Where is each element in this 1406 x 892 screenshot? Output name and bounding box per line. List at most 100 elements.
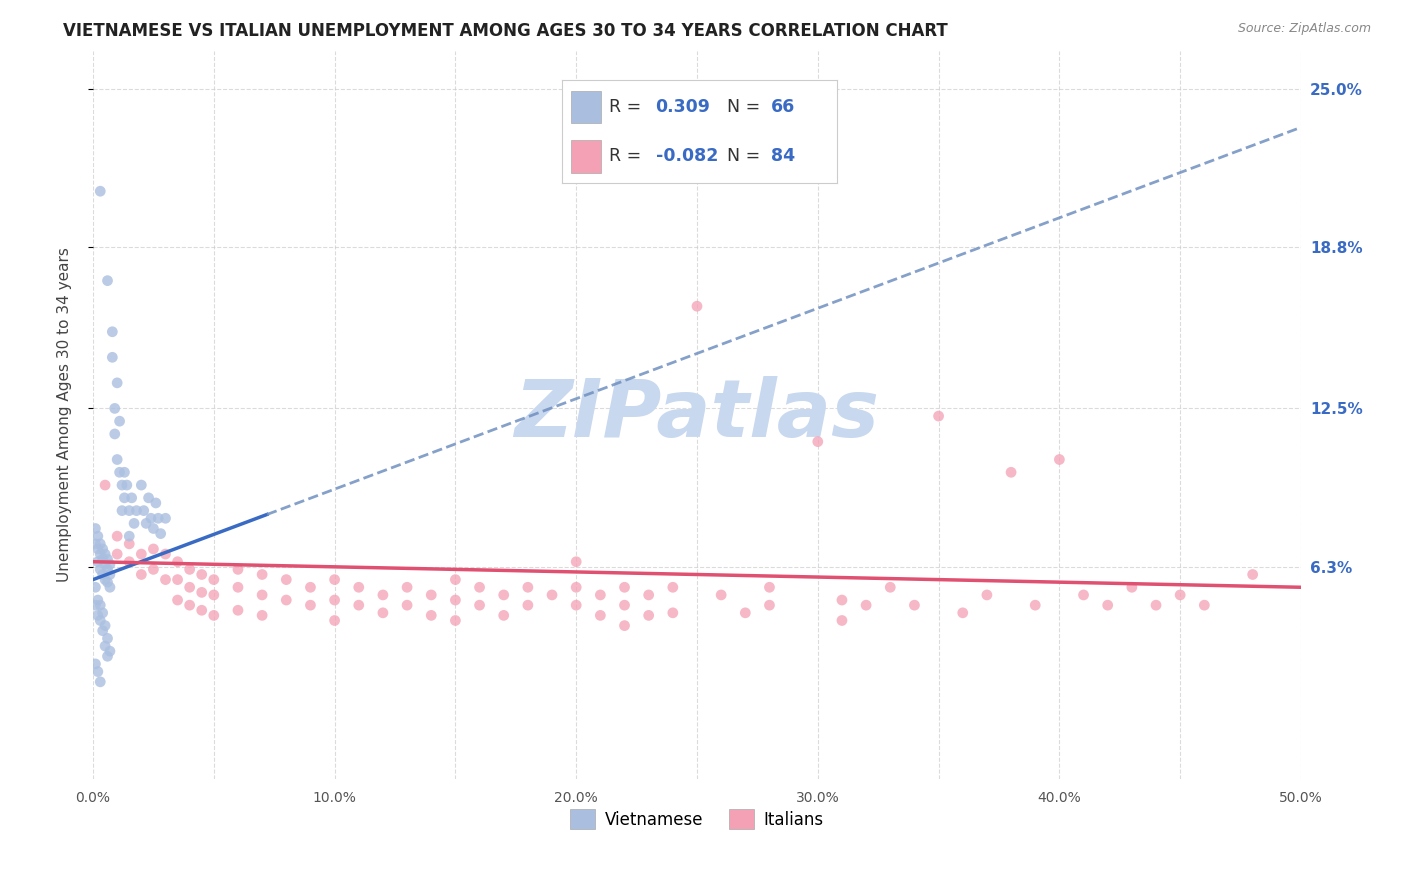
Point (84, 537, 107, 551)
Point (91, 624, 114, 638)
Point (142, 521, 165, 535)
Point (565, 598, 588, 612)
Point (118, 503, 141, 517)
Point (89, 537, 111, 551)
Point (101, 351, 124, 365)
Point (831, 593, 853, 607)
Point (108, 414, 131, 428)
Point (118, 537, 141, 551)
Point (589, 608, 612, 623)
Point (758, 598, 780, 612)
Point (101, 325, 124, 339)
Point (516, 598, 538, 612)
Point (149, 526, 172, 541)
Point (166, 573, 188, 587)
Point (250, 608, 273, 623)
Point (928, 409, 950, 423)
Point (96, 562, 118, 576)
Point (166, 555, 188, 569)
Point (202, 608, 225, 623)
Point (166, 593, 188, 607)
Point (142, 562, 165, 576)
Point (179, 562, 201, 576)
Point (104, 401, 127, 416)
Point (145, 496, 167, 510)
Point (96, 552, 118, 566)
Point (444, 573, 467, 587)
Point (637, 588, 659, 602)
Point (323, 614, 346, 628)
Point (492, 588, 515, 602)
Point (89, 674, 111, 689)
Point (662, 580, 685, 594)
Point (155, 547, 177, 561)
Point (1168, 588, 1191, 602)
Point (347, 598, 370, 612)
Text: N =: N = (727, 98, 766, 116)
Point (96, 575, 118, 590)
Point (87, 529, 110, 543)
Text: R =: R = (609, 98, 647, 116)
Text: -0.082: -0.082 (655, 147, 718, 165)
Point (94, 558, 117, 572)
Point (87, 541, 110, 556)
Point (111, 503, 134, 517)
Point (94, 618, 117, 632)
Point (111, 478, 134, 492)
Y-axis label: Unemployment Among Ages 30 to 34 years: Unemployment Among Ages 30 to 34 years (58, 247, 72, 582)
Point (1024, 598, 1046, 612)
Point (299, 598, 322, 612)
Point (121, 491, 143, 505)
Point (976, 588, 998, 602)
Text: ZIPatlas: ZIPatlas (515, 376, 880, 454)
Point (138, 491, 160, 505)
Text: 0.309: 0.309 (655, 98, 710, 116)
Point (613, 598, 636, 612)
Point (637, 608, 659, 623)
Point (226, 603, 249, 617)
Legend: Vietnamese, Italians: Vietnamese, Italians (564, 803, 831, 836)
Point (104, 427, 127, 442)
Point (492, 608, 515, 623)
Point (710, 588, 733, 602)
Point (190, 567, 212, 582)
Point (347, 580, 370, 594)
Point (190, 603, 212, 617)
Point (179, 598, 201, 612)
Point (1073, 588, 1095, 602)
Point (98, 580, 121, 594)
Point (1000, 465, 1022, 479)
Text: 84: 84 (770, 147, 794, 165)
Point (179, 580, 201, 594)
Point (396, 580, 419, 594)
Point (952, 606, 974, 620)
Point (148, 511, 170, 525)
Point (89, 614, 111, 628)
Point (662, 606, 685, 620)
Point (250, 588, 273, 602)
Point (87, 608, 110, 623)
Point (855, 598, 877, 612)
Text: N =: N = (727, 147, 766, 165)
Point (565, 555, 588, 569)
Point (118, 529, 141, 543)
Point (190, 585, 212, 599)
Point (96, 274, 118, 288)
Point (420, 588, 443, 602)
Point (1047, 452, 1070, 467)
Point (94, 547, 117, 561)
Text: R =: R = (609, 147, 647, 165)
Point (202, 588, 225, 602)
Point (112, 465, 135, 479)
Point (444, 593, 467, 607)
Point (734, 606, 756, 620)
Point (87, 665, 110, 679)
Point (105, 376, 128, 390)
Text: Source: ZipAtlas.com: Source: ZipAtlas.com (1237, 22, 1371, 36)
Point (84, 521, 107, 535)
Point (84, 598, 107, 612)
Point (91, 567, 114, 582)
Point (84, 657, 107, 671)
Point (96, 649, 118, 664)
Point (371, 588, 394, 602)
